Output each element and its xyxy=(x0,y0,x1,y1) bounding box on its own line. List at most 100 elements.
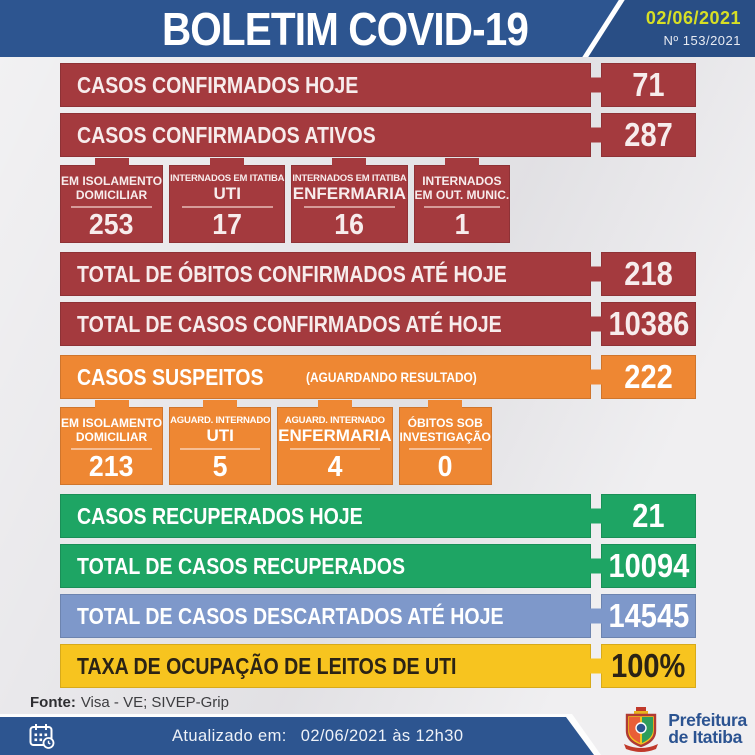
stat-label-text: CASOS RECUPERADOS HOJE xyxy=(77,502,363,529)
stat-value: 218 xyxy=(601,252,696,296)
footer-content: Atualizado em: 02/06/2021 às 12h30 xyxy=(0,717,755,755)
brand-line-2: de Itatiba xyxy=(668,727,743,747)
stat-label-text: CASOS CONFIRMADOS ATIVOS xyxy=(77,121,376,148)
breakdown-box-home-isolation: EM ISOLAMENTO DOMICILIAR 213 xyxy=(60,407,164,485)
bulletin-date: 02/06/2021 xyxy=(645,8,741,28)
confirmed-breakdown: EM ISOLAMENTO DOMICILIAR 253 INTERNADOS … xyxy=(60,165,511,243)
page-title-text: BOLETIM COVID-19 xyxy=(161,2,529,55)
stat-label: CASOS CONFIRMADOS HOJE xyxy=(60,63,591,107)
calendar-clock-icon xyxy=(29,724,55,749)
stat-value-text: 21 xyxy=(632,497,665,534)
divider xyxy=(71,448,152,450)
divider xyxy=(180,448,261,450)
stat-label-text: TOTAL DE CASOS RECUPERADOS xyxy=(77,552,406,579)
bar-connector xyxy=(590,494,602,538)
stat-value-text: 100% xyxy=(611,647,686,684)
stat-label-note: (AGUARDANDO RESULTADO) xyxy=(306,369,478,385)
header-diagonal-decoration xyxy=(582,0,755,57)
stat-label-text: CASOS CONFIRMADOS HOJE xyxy=(77,71,359,98)
itatiba-coat-of-arms-icon xyxy=(624,707,659,752)
stat-bar-icu-occupancy: TAXA DE OCUPAÇÃO DE LEITOS DE UTI 100% xyxy=(60,644,696,688)
breakdown-box-other-city: INTERNADOS EM OUT. MUNIC. 1 xyxy=(413,165,511,243)
breakdown-box-home-isolation: EM ISOLAMENTO DOMICILIAR 253 xyxy=(60,165,164,243)
breakdown-box-awaiting-icu: AGUARD. INTERNADO UTI 5 xyxy=(169,407,272,485)
stat-value: 71 xyxy=(601,63,696,107)
stat-value: 14545 xyxy=(601,594,696,638)
stat-value-text: 10386 xyxy=(608,305,689,342)
breakdown-box-deaths-investigation: ÓBITOS SOB INVESTIGAÇÃO 0 xyxy=(398,407,492,485)
stat-label: TOTAL DE ÓBITOS CONFIRMADOS ATÉ HOJE xyxy=(60,252,591,296)
stat-value-text: 10094 xyxy=(608,547,689,584)
stat-value: 10386 xyxy=(601,302,696,346)
stat-label: TAXA DE OCUPAÇÃO DE LEITOS DE UTI xyxy=(60,644,591,688)
breakdown-value: 1 xyxy=(454,208,470,241)
divider xyxy=(424,206,500,208)
bar-connector xyxy=(590,252,602,296)
source-note: Fonte: Visa - VE; SIVEP-Grip xyxy=(30,694,229,711)
breakdown-label: EM ISOLAMENTO DOMICILIAR xyxy=(61,174,163,202)
breakdown-value: 16 xyxy=(334,208,365,241)
stat-bar-total-discarded: TOTAL DE CASOS DESCARTADOS ATÉ HOJE 1454… xyxy=(60,594,696,638)
bar-connector xyxy=(590,644,602,688)
breakdown-value: 253 xyxy=(89,208,134,241)
stat-value-text: 218 xyxy=(624,255,673,292)
stat-value: 287 xyxy=(601,113,696,157)
breakdown-value: 213 xyxy=(89,450,134,483)
updated-at: Atualizado em: 02/06/2021 às 12h30 xyxy=(172,727,463,746)
breakdown-box-icu-itatiba: INTERNADOS EM ITATIBA UTI 17 xyxy=(169,165,286,243)
breakdown-label: INTERNADOS EM ITATIBA UTI xyxy=(170,172,285,204)
stat-value: 222 xyxy=(601,355,696,399)
stats-panel: CASOS CONFIRMADOS HOJE 71 CASOS CONFIRMA… xyxy=(60,63,696,694)
stat-bar-confirmed-today: CASOS CONFIRMADOS HOJE 71 xyxy=(60,63,696,107)
page-title: BOLETIM COVID-19 xyxy=(115,1,575,56)
bar-connector xyxy=(590,594,602,638)
city-hall-name: Prefeitura de Itatiba xyxy=(668,710,747,747)
bar-connector xyxy=(590,63,602,107)
stat-label: TOTAL DE CASOS RECUPERADOS xyxy=(60,544,591,588)
suspected-breakdown: EM ISOLAMENTO DOMICILIAR 213 AGUARD. INT… xyxy=(60,407,492,485)
divider xyxy=(289,448,381,450)
stat-label-text: CASOS SUSPEITOS xyxy=(77,363,264,390)
stat-label: CASOS CONFIRMADOS ATIVOS xyxy=(60,113,591,157)
stat-bar-total-recovered: TOTAL DE CASOS RECUPERADOS 10094 xyxy=(60,544,696,588)
stat-value: 21 xyxy=(601,494,696,538)
stat-label-text: TAXA DE OCUPAÇÃO DE LEITOS DE UTI xyxy=(77,652,457,679)
stat-label-text: TOTAL DE ÓBITOS CONFIRMADOS ATÉ HOJE xyxy=(77,260,507,287)
breakdown-label: INTERNADOS EM ITATIBA ENFERMARIA xyxy=(292,172,407,204)
stat-label-text: TOTAL DE CASOS CONFIRMADOS ATÉ HOJE xyxy=(77,310,502,337)
stat-label: TOTAL DE CASOS CONFIRMADOS ATÉ HOJE xyxy=(60,302,591,346)
stat-value-text: 71 xyxy=(632,66,665,103)
breakdown-box-ward-itatiba: INTERNADOS EM ITATIBA ENFERMARIA 16 xyxy=(291,165,408,243)
divider xyxy=(303,206,396,208)
stat-value: 10094 xyxy=(601,544,696,588)
bar-connector xyxy=(590,544,602,588)
stat-value-text: 222 xyxy=(624,358,673,395)
stat-bar-total-deaths: TOTAL DE ÓBITOS CONFIRMADOS ATÉ HOJE 218 xyxy=(60,252,696,296)
stat-label: TOTAL DE CASOS DESCARTADOS ATÉ HOJE xyxy=(60,594,591,638)
stat-label: CASOS SUSPEITOS (AGUARDANDO RESULTADO) xyxy=(60,355,591,399)
breakdown-box-awaiting-ward: AGUARD. INTERNADO ENFERMARIA 4 xyxy=(277,407,393,485)
brand-line-1: Prefeitura xyxy=(668,710,747,731)
breakdown-value: 5 xyxy=(212,450,228,483)
stat-label: CASOS RECUPERADOS HOJE xyxy=(60,494,591,538)
bar-connector xyxy=(590,355,602,399)
stat-bar-confirmed-active: CASOS CONFIRMADOS ATIVOS 287 xyxy=(60,113,696,157)
stat-value-text: 287 xyxy=(624,116,673,153)
updated-at-label: Atualizado em: xyxy=(172,726,287,745)
updated-at-value: 02/06/2021 às 12h30 xyxy=(300,726,464,745)
divider xyxy=(181,206,273,208)
footer-bar xyxy=(0,717,594,755)
header-meta: 02/06/2021 Nº 153/2021 xyxy=(646,8,741,48)
divider xyxy=(71,206,152,208)
stat-bar-recovered-today: CASOS RECUPERADOS HOJE 21 xyxy=(60,494,696,538)
bar-connector xyxy=(590,302,602,346)
bar-connector xyxy=(590,113,602,157)
stat-bar-total-confirmed: TOTAL DE CASOS CONFIRMADOS ATÉ HOJE 1038… xyxy=(60,302,696,346)
stat-label-text: TOTAL DE CASOS DESCARTADOS ATÉ HOJE xyxy=(77,602,504,629)
breakdown-label: ÓBITOS SOB INVESTIGAÇÃO xyxy=(399,416,491,444)
breakdown-value: 0 xyxy=(437,450,453,483)
city-hall-brand: Prefeitura de Itatiba xyxy=(620,706,747,752)
breakdown-value: 4 xyxy=(327,450,343,483)
breakdown-label: AGUARD. INTERNADO UTI xyxy=(170,414,271,446)
